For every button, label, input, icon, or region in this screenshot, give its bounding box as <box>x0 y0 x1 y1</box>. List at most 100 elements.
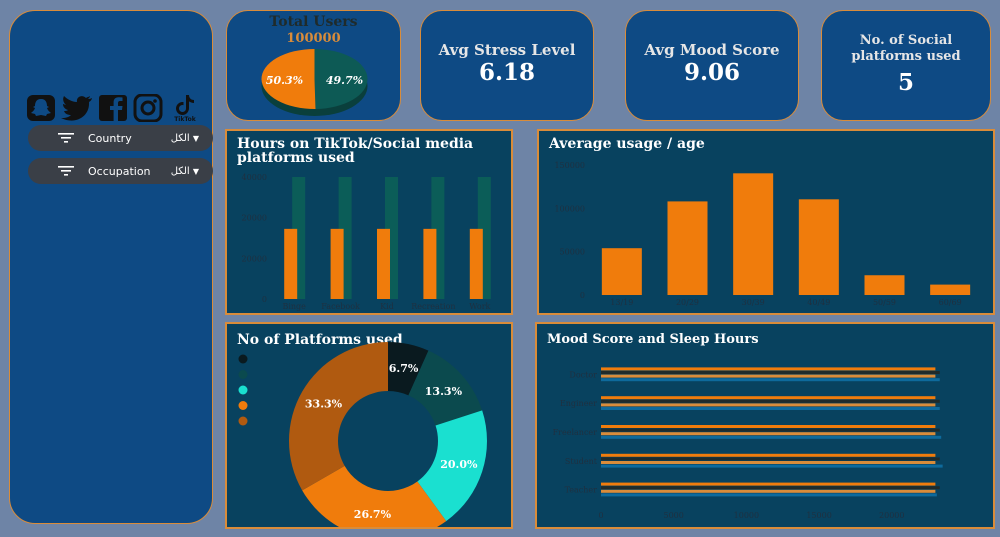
kpi-platforms-value: 5 <box>897 69 914 96</box>
y-tick-label: 0 <box>580 291 585 300</box>
occupation-filter-label: Occupation <box>88 164 151 178</box>
hbar <box>601 435 942 439</box>
donut-label: 6.7% <box>389 362 419 375</box>
y-tick-label: Student <box>565 457 598 466</box>
bar <box>864 275 905 295</box>
x-tick-label: Work <box>469 302 490 311</box>
donut-slice <box>417 410 487 522</box>
legend-dot <box>238 416 248 426</box>
usage-age-chart-title: Average usage / age <box>549 136 705 152</box>
usage-age-chart-panel: Average usage / age 0 50000 100000 150000 13… <box>537 129 995 315</box>
hbar <box>601 425 936 428</box>
legend-dot <box>238 370 248 379</box>
y-tick-label: 20000 <box>242 214 267 223</box>
bar-series-1 <box>423 228 437 299</box>
y-tick-label: 40000 <box>242 173 267 182</box>
donut-slice <box>302 465 447 527</box>
x-tick-label: 5000 <box>664 511 684 520</box>
country-filter-label: Country <box>88 131 132 145</box>
total-users-pie: 50.3% 49.7% <box>261 49 368 116</box>
country-filter-value: الكل ▼ <box>170 132 199 144</box>
x-tick-label: Kid <box>380 302 394 311</box>
kpi-avg-mood: Avg Mood Score 9.06 <box>625 10 799 121</box>
x-tick-label: 20/29 <box>676 298 699 307</box>
hbar <box>601 486 940 490</box>
x-tick-label: 50/59 <box>873 298 896 307</box>
caret-down-icon: ▼ <box>192 166 199 176</box>
donut-slice <box>388 342 429 396</box>
y-tick-label: 100000 <box>554 204 585 213</box>
caret-down-icon: ▼ <box>192 133 199 143</box>
hbar <box>601 371 940 374</box>
y-tick-label: Doctor <box>569 370 597 379</box>
hbar <box>601 428 940 432</box>
tiktok-logo: TikTok <box>168 94 202 123</box>
hbar <box>601 367 936 371</box>
hbar <box>601 407 940 410</box>
kpi-total-users-value: 100000 <box>286 31 341 46</box>
x-tick-label: 20000 <box>879 511 904 520</box>
hbar <box>601 432 936 436</box>
hbar <box>601 493 937 497</box>
y-tick-label: 20000 <box>242 254 267 263</box>
social-icons-row: TikTok <box>26 93 208 123</box>
mood-sleep-chart: Doctor Engineer Freelancer Student Teacher 0 5… <box>553 367 943 520</box>
hbar <box>601 374 936 378</box>
x-tick-label: 40/49 <box>807 298 830 307</box>
kpi-platforms: No. of Social platforms used 5 <box>821 10 991 121</box>
y-tick-label: Teacher <box>565 486 598 495</box>
kpi-total-users: Total Users 100000 50.3% 49.7% <box>226 10 401 121</box>
y-tick-label: 0 <box>262 295 267 304</box>
mood-sleep-chart-title: Mood Score and Sleep Hours <box>547 332 759 347</box>
twitter-icon <box>61 96 92 121</box>
mood-sleep-chart-panel: Mood Score and Sleep Hours Doctor Enginee… <box>535 322 995 529</box>
legend-dot <box>238 354 248 364</box>
platforms-donut: 6.7% 13.3% 20.0% 26.7% 33.3% <box>238 342 487 527</box>
legend-dot <box>238 385 248 395</box>
x-tick-label: Recreation <box>411 302 455 311</box>
kpi-avg-mood-value: 9.06 <box>683 59 741 86</box>
bar <box>733 173 774 295</box>
hours-chart-panel: Hours on TikTok/Social media platforms u… <box>225 129 513 315</box>
snapchat-icon <box>27 95 55 121</box>
x-tick-label: 10000 <box>734 511 759 520</box>
hbar <box>601 461 936 464</box>
hours-chart-title: Hours on TikTok/Social media platforms u… <box>237 136 474 166</box>
y-tick-label: Engineer <box>560 399 597 408</box>
bar-series-1 <box>377 228 390 299</box>
occupation-filter[interactable]: Occupation الكل ▼ <box>28 158 213 184</box>
donut-label: 20.0% <box>440 458 478 471</box>
hbar <box>601 403 936 407</box>
hbar <box>601 489 936 493</box>
donut-label: 13.3% <box>425 385 463 398</box>
tiktok-icon <box>176 94 194 115</box>
hbar <box>601 482 936 486</box>
hbar <box>601 464 943 468</box>
kpi-avg-stress-title: Avg Stress Level <box>438 41 576 59</box>
bar <box>667 201 708 295</box>
y-tick-label: 50000 <box>560 248 585 257</box>
hbar <box>601 378 940 382</box>
pie-slice <box>261 49 316 109</box>
y-tick-label: 150000 <box>554 161 585 170</box>
kpi-avg-stress: Avg Stress Level 6.18 <box>420 10 594 121</box>
hours-chart: 0 20000 20000 40000 Binge Facebook Kid Recreati… <box>242 173 491 311</box>
hbar <box>601 453 936 457</box>
tiktok-label: TikTok <box>174 115 196 123</box>
kpi-total-users-title: Total Users <box>269 14 358 30</box>
platforms-donut-title: No of Platforms used <box>237 332 403 348</box>
bar-series-1 <box>469 228 483 299</box>
filter-icon <box>58 166 74 176</box>
x-tick-label: 0 <box>598 511 603 520</box>
platforms-donut-panel: No of Platforms used 6.7% 13.3% 20.0% 26.7%… <box>225 322 513 529</box>
kpi-avg-mood-title: Avg Mood Score <box>644 41 780 59</box>
donut-slice <box>289 342 388 491</box>
bar-series-1 <box>284 228 298 299</box>
country-filter[interactable]: Country الكل ▼ <box>28 125 213 151</box>
kpi-platforms-title: No. of Social platforms used <box>851 33 961 64</box>
occupation-filter-value: الكل ▼ <box>170 165 199 177</box>
hbar <box>601 399 940 403</box>
filter-icon <box>58 133 74 143</box>
pie-slice <box>314 49 368 109</box>
bar-series-1 <box>330 228 344 299</box>
